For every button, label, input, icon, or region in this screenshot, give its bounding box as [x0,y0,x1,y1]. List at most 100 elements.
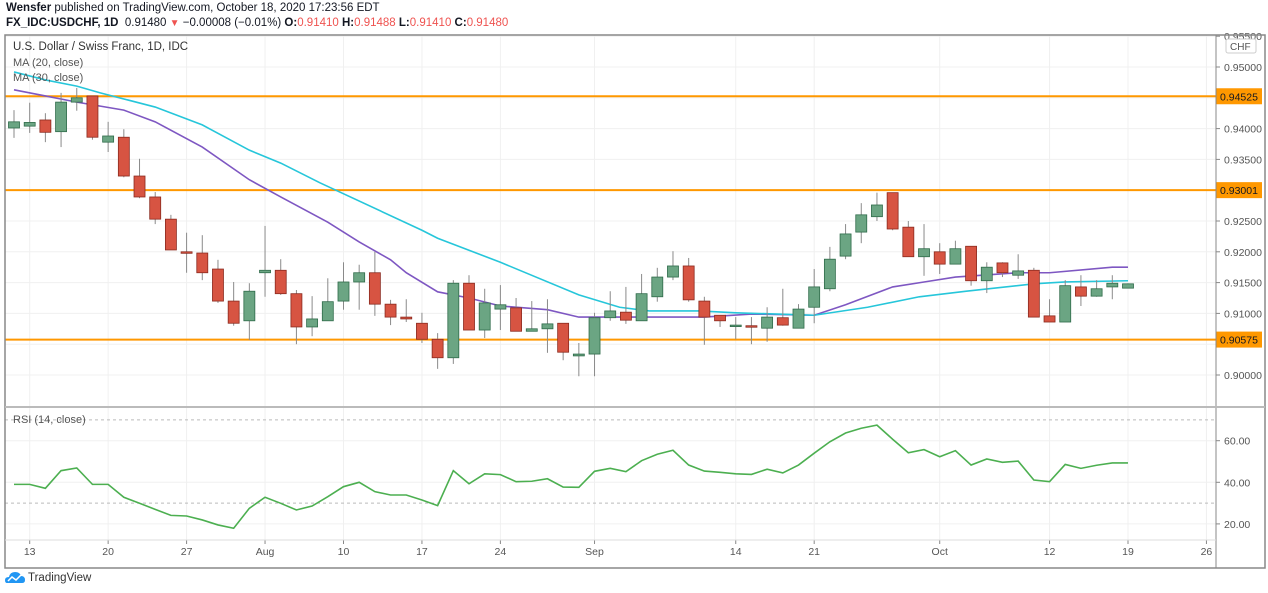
candle-body [86,95,99,138]
candle-up [839,224,852,260]
level-price-label: 0.94525 [1220,91,1258,103]
candle-up [918,224,930,276]
ma30-legend[interactable]: MA (30, close) [13,72,84,84]
ma20-legend[interactable]: MA (20, close) [13,57,84,69]
candle-up [808,269,821,324]
candle-down [290,289,303,345]
candle-up [1012,254,1025,279]
candle-up [337,262,350,310]
level-price-label: 0.90575 [1220,335,1258,347]
candles [8,87,1134,377]
candle-body [23,122,36,127]
candle-body [337,281,350,302]
candle-down [274,259,287,295]
high-value: 0.91488 [354,17,396,29]
rsi-legend[interactable]: RSI (14, close) [13,414,86,426]
brand-name: TradingView [28,571,92,584]
candle-up [823,246,836,292]
candle-body [635,293,648,322]
candle-body [39,119,52,133]
publish-text: published on TradingView.com, October 18… [54,2,380,14]
candle-body [698,300,711,318]
candle-down [86,95,99,140]
rsi-tick-label: 20.00 [1224,519,1250,531]
candle-down [39,113,52,143]
candle-body [1106,282,1119,288]
candle-up [23,102,36,133]
candle-down [745,317,758,345]
candle-body [557,322,570,353]
time-tick-label: Oct [932,546,948,558]
candle-down [180,232,193,273]
candle-down [196,235,209,281]
price-tick-label: 0.91500 [1224,278,1262,290]
candle-up [949,240,962,265]
candle-up [635,273,648,322]
candle-up [761,307,774,342]
candle-body [212,268,224,302]
candle-down [510,298,522,332]
candle-body [604,310,617,319]
candle-body [667,265,679,278]
candle-down [1027,267,1040,318]
candle-up [243,283,256,340]
price-tick-label: 0.92000 [1224,247,1262,259]
candle-body [996,262,1009,274]
level-price-tag [1216,331,1262,348]
candle-down [996,262,1009,278]
candle-body [572,353,585,357]
candle-body [494,304,507,310]
horizontal-levels[interactable]: 0.94525 0.93001 0.90575 [5,88,1262,348]
candle-up [70,87,83,111]
open-value: 0.91410 [297,17,339,29]
time-tick-label: 21 [808,546,820,558]
time-tick-label: 10 [338,546,350,558]
publish-info: Wensfer published on TradingView.com, Oc… [6,2,380,14]
candle-body [353,272,366,283]
rsi-line [14,424,1128,530]
candle-up [604,291,617,321]
candle-up [871,192,883,221]
candle-body [400,316,413,320]
candle-down [368,251,381,316]
time-tick-label: 20 [102,546,114,558]
candle-down [117,129,130,178]
candle-up [572,342,585,377]
candle-body [933,251,946,265]
candle-body [510,307,522,332]
candle-down [384,299,397,326]
candle-up [1059,280,1072,323]
open-label: O: [284,17,298,29]
candle-down [698,296,711,345]
candle-down [714,314,726,327]
footer-brand[interactable]: TradingView [5,571,91,584]
time-tick-label: 27 [181,546,193,558]
candle-up [980,262,993,294]
candle-body [384,303,397,318]
candle-body [949,248,962,265]
candle-body [149,196,162,220]
candle-down [1075,275,1087,307]
candle-down [212,259,224,303]
candle-body [588,317,601,355]
candle-down [416,312,428,343]
candle-body [164,218,177,251]
price-tick-label: 0.92500 [1224,216,1262,228]
currency-label: CHF [1230,42,1251,53]
candle-up [588,312,601,377]
candle-body [368,272,381,305]
candle-body [1075,286,1087,297]
candle-body [55,101,67,133]
candle-body [290,293,303,328]
candle-body [8,121,20,129]
candle-body [227,300,240,324]
time-tick-label: 12 [1044,546,1056,558]
close-value: 0.91480 [466,17,509,29]
price-change: −0.00008 (−0.01%) [182,17,282,29]
candle-body [823,258,836,290]
candle-down [902,221,915,258]
candle-up [667,251,679,281]
candle-body [1059,285,1072,323]
down-triangle-icon: ▼ [169,18,180,29]
